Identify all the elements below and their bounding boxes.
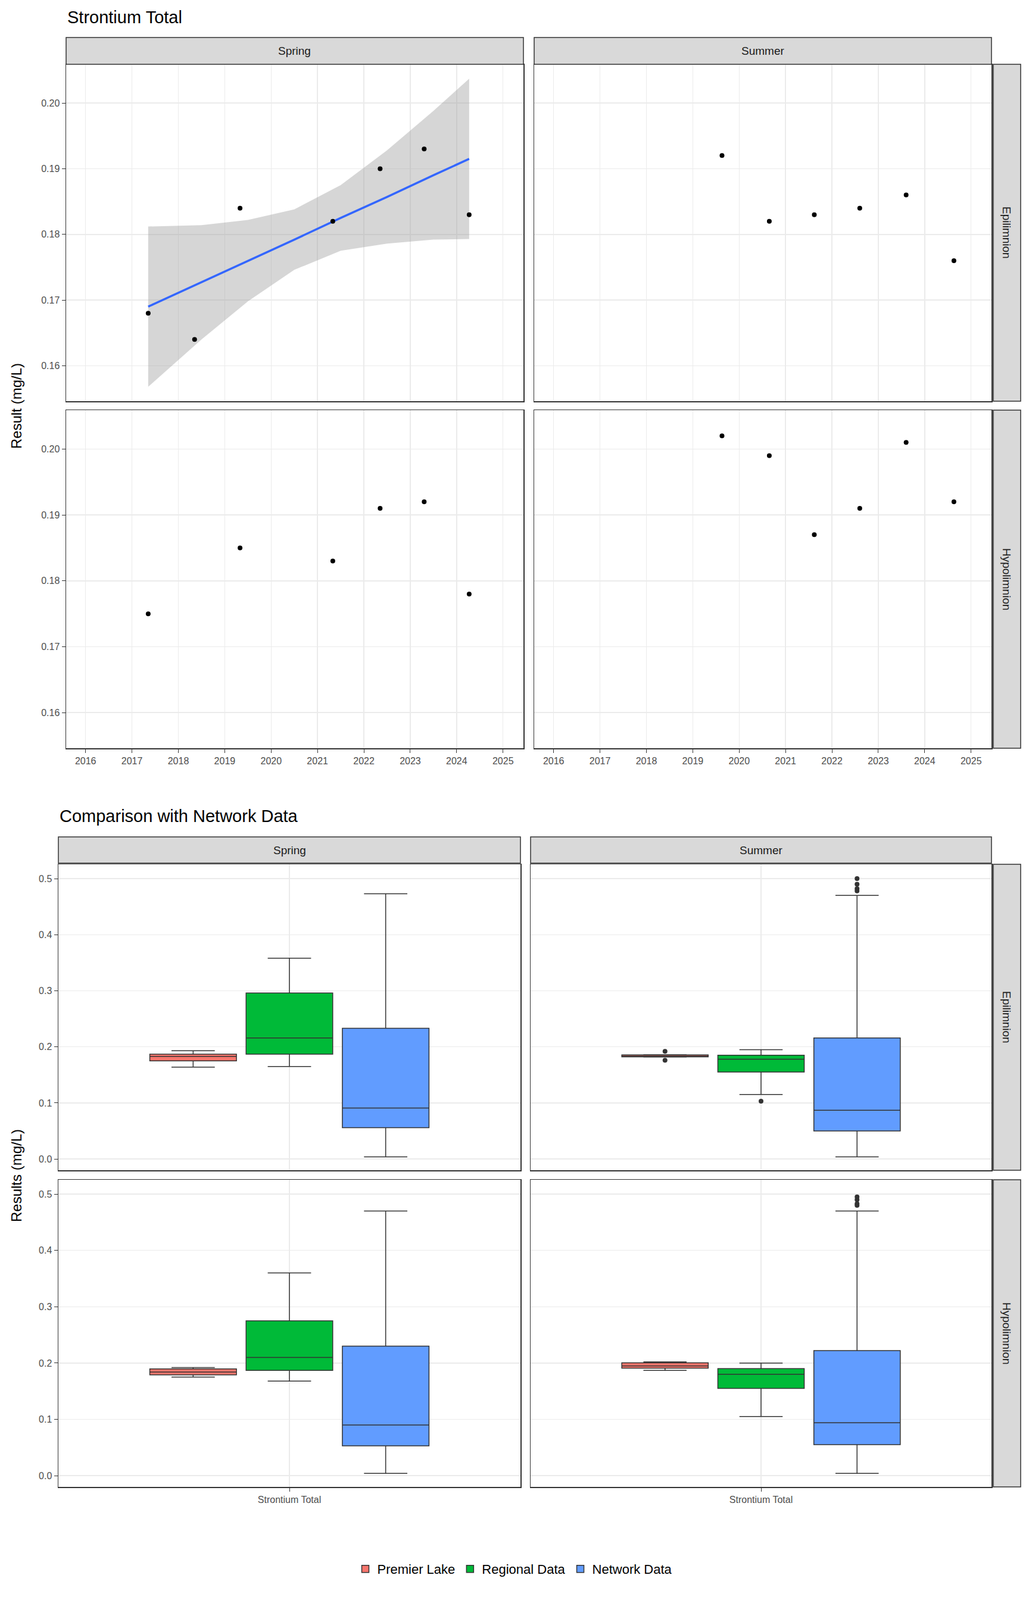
svg-text:Hypolimnion: Hypolimnion xyxy=(1000,548,1013,611)
svg-text:2025: 2025 xyxy=(492,756,514,767)
svg-text:Strontium Total: Strontium Total xyxy=(729,1495,793,1506)
svg-text:2020: 2020 xyxy=(260,756,282,767)
svg-text:2023: 2023 xyxy=(867,756,890,767)
svg-text:Result (mg/L): Result (mg/L) xyxy=(8,363,25,449)
svg-text:Hypolimnion: Hypolimnion xyxy=(1000,1302,1013,1366)
svg-text:0.19: 0.19 xyxy=(41,163,60,174)
svg-text:2016: 2016 xyxy=(543,756,565,767)
svg-text:2017: 2017 xyxy=(121,756,143,767)
svg-text:0.18: 0.18 xyxy=(41,575,60,586)
svg-text:0.4: 0.4 xyxy=(38,930,52,941)
svg-text:0.3: 0.3 xyxy=(38,1302,52,1313)
svg-text:Spring: Spring xyxy=(278,44,311,58)
svg-text:0.20: 0.20 xyxy=(41,444,60,455)
svg-text:0.20: 0.20 xyxy=(41,98,60,109)
svg-text:0.5: 0.5 xyxy=(38,874,52,885)
svg-text:Premier Lake: Premier Lake xyxy=(377,1562,456,1578)
svg-text:Regional Data: Regional Data xyxy=(481,1562,566,1578)
svg-text:0.2: 0.2 xyxy=(38,1358,52,1370)
svg-text:Results (mg/L): Results (mg/L) xyxy=(8,1129,25,1223)
svg-text:2017: 2017 xyxy=(589,756,611,767)
svg-text:Spring: Spring xyxy=(273,844,307,857)
svg-text:0.17: 0.17 xyxy=(41,641,60,653)
svg-text:2016: 2016 xyxy=(75,756,97,767)
svg-text:0.3: 0.3 xyxy=(38,986,52,997)
svg-text:0.16: 0.16 xyxy=(41,360,60,371)
svg-text:Summer: Summer xyxy=(739,844,783,857)
svg-text:2018: 2018 xyxy=(167,756,190,767)
svg-text:2018: 2018 xyxy=(635,756,658,767)
svg-text:2022: 2022 xyxy=(353,756,375,767)
svg-text:2022: 2022 xyxy=(821,756,843,767)
svg-text:2025: 2025 xyxy=(960,756,982,767)
svg-text:Epilimnion: Epilimnion xyxy=(1000,206,1013,260)
svg-text:2024: 2024 xyxy=(446,756,468,767)
svg-text:0.18: 0.18 xyxy=(41,229,60,240)
svg-text:2024: 2024 xyxy=(914,756,936,767)
svg-text:2023: 2023 xyxy=(399,756,422,767)
svg-text:0.5: 0.5 xyxy=(38,1189,52,1200)
svg-text:Strontium Total: Strontium Total xyxy=(67,7,183,27)
svg-text:0.2: 0.2 xyxy=(38,1042,52,1053)
svg-text:0.1: 0.1 xyxy=(38,1414,52,1425)
svg-text:0.0: 0.0 xyxy=(38,1154,52,1165)
svg-text:2019: 2019 xyxy=(682,756,704,767)
svg-text:Comparison with Network Data: Comparison with Network Data xyxy=(59,806,299,826)
svg-text:Epilimnion: Epilimnion xyxy=(1000,991,1013,1044)
svg-text:2020: 2020 xyxy=(728,756,750,767)
svg-text:Network Data: Network Data xyxy=(592,1562,673,1578)
svg-text:0.4: 0.4 xyxy=(38,1245,52,1256)
svg-text:Strontium Total: Strontium Total xyxy=(257,1495,321,1506)
svg-text:0.0: 0.0 xyxy=(38,1471,52,1482)
svg-text:0.19: 0.19 xyxy=(41,510,60,521)
svg-text:0.1: 0.1 xyxy=(38,1098,52,1109)
svg-text:2019: 2019 xyxy=(214,756,236,767)
svg-text:2021: 2021 xyxy=(774,756,797,767)
svg-text:Summer: Summer xyxy=(741,44,785,58)
svg-text:2021: 2021 xyxy=(306,756,329,767)
svg-text:0.17: 0.17 xyxy=(41,295,60,306)
svg-text:0.16: 0.16 xyxy=(41,708,60,719)
